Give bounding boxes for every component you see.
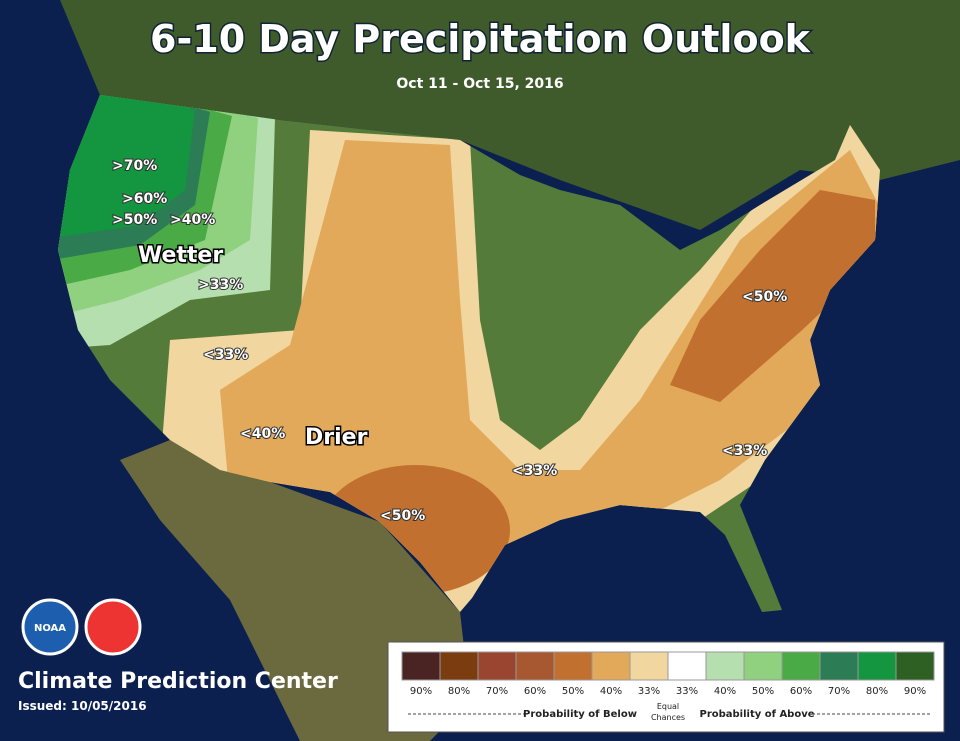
- map-label: <33%: [512, 463, 557, 479]
- map-label: <33%: [203, 347, 248, 363]
- legend-swatch: [515, 651, 555, 681]
- map-labels: >70% >60% >50% >40% Wetter >33% <50% <33% <40% Dr…: [111, 157, 788, 525]
- map-label: <40%: [240, 426, 285, 442]
- nws-logo: [84, 598, 142, 656]
- legend-below: Probability of Below: [523, 709, 637, 720]
- legend-swatch: [819, 651, 859, 681]
- drier-40: [220, 140, 880, 565]
- map-label: >50%: [112, 212, 157, 228]
- legend-label: 60%: [524, 686, 546, 697]
- mexico: [120, 440, 470, 741]
- legend-swatch: [781, 651, 821, 681]
- legend-label: 40%: [600, 686, 622, 697]
- map-label: >33%: [198, 277, 243, 293]
- legend-swatch: [895, 651, 935, 681]
- legend-equal: Equal: [657, 702, 679, 711]
- legend-label: 40%: [714, 686, 736, 697]
- legend-label: 90%: [410, 686, 432, 697]
- legend-swatch: [401, 651, 441, 681]
- map-label: >60%: [122, 191, 167, 207]
- canada: [0, 0, 960, 230]
- legend-swatch: [629, 651, 669, 681]
- legend-swatch: [705, 651, 745, 681]
- legend-swatch: [477, 651, 517, 681]
- map-label: Drier: [305, 425, 368, 450]
- legend-equal: Chances: [651, 713, 685, 722]
- drier-50-ne: [670, 190, 875, 402]
- legend-swatch: [857, 651, 897, 681]
- map-label: <33%: [722, 443, 767, 459]
- legend-swatch: [667, 651, 707, 681]
- issued: Issued: 10/05/2016: [18, 699, 147, 713]
- legend-swatch: [439, 651, 479, 681]
- legend-label: 70%: [486, 686, 508, 697]
- legend-swatch: [591, 651, 631, 681]
- legend-label: 80%: [866, 686, 888, 697]
- legend-swatch: [743, 651, 783, 681]
- map-label: Wetter: [138, 243, 223, 268]
- legend-label: 70%: [828, 686, 850, 697]
- wetter-70: [58, 95, 195, 240]
- legend-label: 33%: [676, 686, 698, 697]
- legend-label: 80%: [448, 686, 470, 697]
- map-label: <50%: [742, 289, 787, 305]
- legend-label: 90%: [904, 686, 926, 697]
- legend: 90% 80% 70% 60% 50% 40% 33% 33% 40% 50% 60% 70% 80% 9…: [401, 651, 935, 722]
- legend-swatch: [553, 651, 593, 681]
- legend-label: 50%: [752, 686, 774, 697]
- legend-label: 50%: [562, 686, 584, 697]
- map-label: <50%: [380, 508, 425, 524]
- noaa-logo: [21, 598, 79, 656]
- legend-above: Probability of Above: [699, 709, 814, 720]
- map-label: >40%: [170, 212, 215, 228]
- subtitle: Oct 11 - Oct 15, 2016: [396, 76, 563, 92]
- map-label: >70%: [112, 158, 157, 174]
- legend-label: 33%: [638, 686, 660, 697]
- logo-text: NOAA: [34, 623, 66, 634]
- org: Climate Prediction Center: [18, 669, 338, 694]
- title: 6-10 Day Precipitation Outlook: [150, 17, 811, 61]
- legend-label: 60%: [790, 686, 812, 697]
